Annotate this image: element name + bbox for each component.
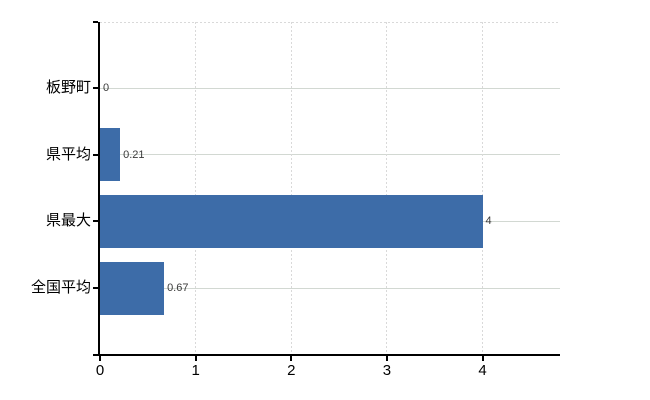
x-axis bbox=[93, 354, 560, 356]
bar bbox=[100, 128, 121, 182]
v-gridline bbox=[386, 22, 388, 354]
y-tick bbox=[93, 220, 98, 223]
x-tick bbox=[385, 356, 388, 361]
x-tick bbox=[194, 356, 197, 361]
v-gridline bbox=[195, 22, 197, 354]
x-tick bbox=[481, 356, 484, 361]
category-label: 県最大 bbox=[45, 212, 91, 230]
x-tick-label: 1 bbox=[191, 362, 200, 379]
h-gridline bbox=[100, 154, 560, 156]
v-gridline bbox=[290, 22, 292, 354]
x-tick-label: 2 bbox=[287, 362, 296, 379]
value-label: 0.21 bbox=[123, 148, 145, 161]
value-label: 0.67 bbox=[167, 282, 189, 294]
y-axis bbox=[98, 22, 100, 354]
plot-top-border bbox=[100, 22, 560, 23]
h-gridline bbox=[100, 287, 560, 289]
x-tick bbox=[290, 356, 293, 361]
value-label: 0 bbox=[103, 82, 110, 94]
y-tick bbox=[93, 153, 98, 156]
y-tick bbox=[93, 21, 98, 23]
value-label: 4 bbox=[485, 215, 492, 228]
category-label: 板野町 bbox=[45, 79, 91, 96]
h-gridline bbox=[100, 87, 560, 89]
bar bbox=[100, 194, 483, 248]
category-label: 全国平均 bbox=[30, 279, 91, 296]
bar bbox=[100, 261, 165, 315]
v-gridline bbox=[482, 22, 484, 354]
x-tick bbox=[99, 356, 101, 361]
y-tick bbox=[93, 87, 98, 89]
x-tick-label: 3 bbox=[382, 362, 392, 379]
x-tick-label: 4 bbox=[478, 362, 487, 379]
x-tick-label: 0 bbox=[95, 362, 105, 379]
y-tick bbox=[93, 287, 98, 289]
category-label: 県平均 bbox=[45, 145, 91, 163]
